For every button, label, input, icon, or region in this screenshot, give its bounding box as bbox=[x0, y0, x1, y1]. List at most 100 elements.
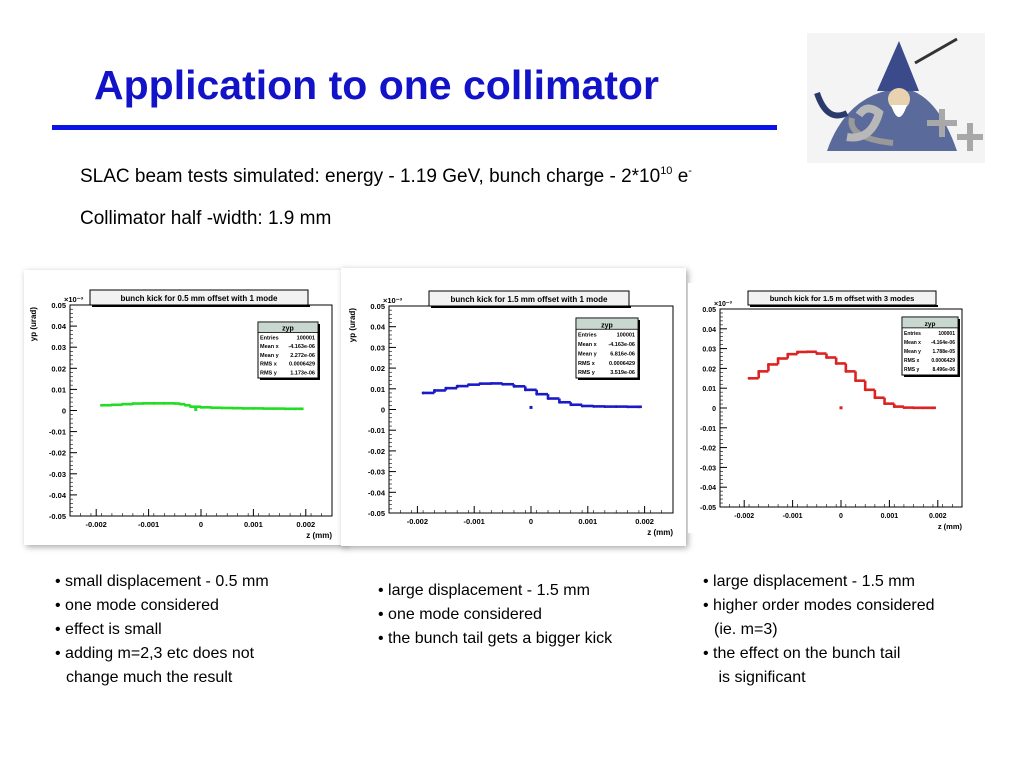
data-point bbox=[931, 406, 935, 410]
stats-row-value: -4.164e-06 bbox=[931, 340, 955, 346]
plot-title: bunch kick for 1.5 m offset with 3 modes bbox=[770, 294, 915, 303]
data-point bbox=[241, 406, 245, 410]
y-tick-label: -0.01 bbox=[368, 426, 385, 435]
plot-panel-0p5mm-1mode: 0.05 0.04 0.03 0.02 0.01 0 -0.01 -0.02 -0.03 -0.0… bbox=[24, 270, 346, 545]
bullet-item: • small displacement - 0.5 mm bbox=[55, 573, 269, 590]
data-point bbox=[912, 406, 915, 410]
data-point bbox=[489, 382, 493, 385]
outlier-point bbox=[839, 406, 843, 410]
x-tick-label: -0.001 bbox=[783, 513, 803, 520]
stats-row-value: 100001 bbox=[617, 333, 635, 339]
x-axis-label: z (mm) bbox=[938, 522, 963, 531]
data-point bbox=[854, 379, 857, 383]
data-point bbox=[121, 402, 124, 406]
stats-row-label: Mean y bbox=[904, 349, 921, 355]
x-axis-label: z (mm) bbox=[647, 528, 673, 537]
stats-row-value: 0.0006429 bbox=[931, 358, 955, 364]
stats-row-value: 8.496e-06 bbox=[932, 367, 955, 373]
data-point bbox=[199, 405, 203, 409]
stats-row-value: 2.272e-06 bbox=[290, 353, 315, 359]
stats-row-label: Mean x bbox=[260, 344, 280, 350]
x-tick-label: 0.001 bbox=[881, 513, 899, 520]
data-point bbox=[796, 350, 799, 354]
data-point bbox=[293, 407, 297, 411]
stats-name: zyp bbox=[925, 321, 936, 328]
bullet-item: • higher order modes considered bbox=[703, 597, 935, 614]
plot-1p5mm-1mode: 0.05 0.04 0.03 0.02 0.01 0 -0.01 -0.02 -0.03 -0.0… bbox=[348, 290, 674, 537]
data-point bbox=[131, 402, 135, 405]
y-axis-label: yp (urad) bbox=[348, 308, 357, 343]
bullet-item: • adding m=2,3 etc does not bbox=[55, 645, 255, 662]
title-underline bbox=[52, 125, 777, 130]
y-tick-label: -0.03 bbox=[49, 470, 66, 479]
bullet-list-1p5mm-1mode: • large displacement - 1.5 mm • one mode… bbox=[378, 579, 612, 651]
data-point bbox=[626, 405, 629, 409]
data-point bbox=[883, 402, 886, 406]
data-point bbox=[178, 402, 182, 406]
bullet-item: • one mode considered bbox=[55, 597, 219, 614]
stats-row-value: 100001 bbox=[938, 331, 955, 337]
y-tick-label: 0 bbox=[712, 406, 716, 413]
bullet-item-continuation: (ie. m=3) bbox=[714, 621, 778, 638]
x-axis-label: z (mm) bbox=[306, 531, 332, 540]
data-point bbox=[786, 352, 790, 356]
y-tick-label: 0.01 bbox=[51, 385, 66, 394]
y-tick-label: 0.04 bbox=[370, 323, 385, 332]
x-tick-label: 0.002 bbox=[929, 513, 947, 520]
data-point bbox=[580, 404, 584, 408]
stats-row-value: 1.788e-05 bbox=[932, 349, 955, 355]
data-point bbox=[614, 405, 618, 409]
data-point bbox=[523, 388, 527, 392]
y-tick-label: -0.04 bbox=[49, 491, 67, 500]
data-point bbox=[535, 392, 539, 396]
data-point bbox=[558, 400, 561, 404]
plot-title: bunch kick for 0.5 mm offset with 1 mode bbox=[121, 294, 278, 303]
data-point bbox=[272, 407, 276, 411]
y-tick-label: 0.03 bbox=[51, 343, 66, 352]
y-tick-label: 0.05 bbox=[370, 302, 385, 311]
y-axis-exponent: ×10⁻³ bbox=[714, 301, 733, 308]
y-tick-label: 0.03 bbox=[702, 347, 716, 354]
y-tick-label: -0.04 bbox=[368, 488, 386, 497]
stats-row-value: -4.163e-06 bbox=[288, 344, 315, 350]
data-point bbox=[834, 362, 838, 365]
slide-title: Application to one collimator bbox=[94, 62, 659, 108]
y-axis-exponent: ×10⁻³ bbox=[383, 296, 403, 305]
plot-title-shadow bbox=[92, 305, 310, 307]
y-tick-label: -0.05 bbox=[368, 509, 385, 518]
data-point bbox=[825, 356, 828, 359]
x-tick-label: -0.001 bbox=[138, 520, 159, 529]
x-tick-label: 0 bbox=[529, 517, 533, 526]
plot-1p5mm-3modes: 0.05 0.04 0.03 0.02 0.01 0 -0.01 -0.02 -0.03 -0.0… bbox=[700, 290, 963, 531]
data-point bbox=[747, 376, 751, 380]
y-tick-label: 0.05 bbox=[51, 301, 66, 310]
data-point bbox=[501, 382, 504, 386]
y-tick-label: -0.02 bbox=[700, 446, 716, 453]
plot-panel-1p5mm-1mode: 0.05 0.04 0.03 0.02 0.01 0 -0.01 -0.02 -0.03 -0.0… bbox=[341, 268, 686, 546]
stats-row-label: Entries bbox=[578, 333, 597, 339]
data-point bbox=[189, 405, 192, 409]
data-point bbox=[767, 363, 770, 366]
y-tick-label: -0.05 bbox=[49, 512, 66, 521]
data-point bbox=[805, 350, 809, 354]
data-point bbox=[283, 407, 287, 411]
x-tick-label: -0.002 bbox=[734, 513, 754, 520]
bullet-item: • effect is small bbox=[55, 621, 162, 638]
plot-title-shadow bbox=[431, 306, 631, 308]
data-point bbox=[444, 386, 448, 390]
data-point bbox=[546, 397, 550, 400]
stats-row-label: RMS x bbox=[260, 362, 278, 368]
x-tick-label: 0 bbox=[839, 513, 843, 520]
data-point bbox=[776, 357, 780, 360]
stats-row-label: Entries bbox=[260, 335, 279, 341]
data-point bbox=[421, 391, 425, 395]
data-point bbox=[152, 401, 156, 405]
x-tick-label: 0.002 bbox=[296, 520, 315, 529]
data-point bbox=[110, 403, 114, 407]
x-tick-label: 0 bbox=[199, 520, 203, 529]
y-tick-label: -0.01 bbox=[49, 428, 66, 437]
stats-row-value: -4.163e-06 bbox=[608, 342, 635, 348]
bullet-item: • large displacement - 1.5 mm bbox=[378, 582, 590, 599]
data-point bbox=[299, 407, 302, 411]
data-point bbox=[183, 403, 187, 407]
